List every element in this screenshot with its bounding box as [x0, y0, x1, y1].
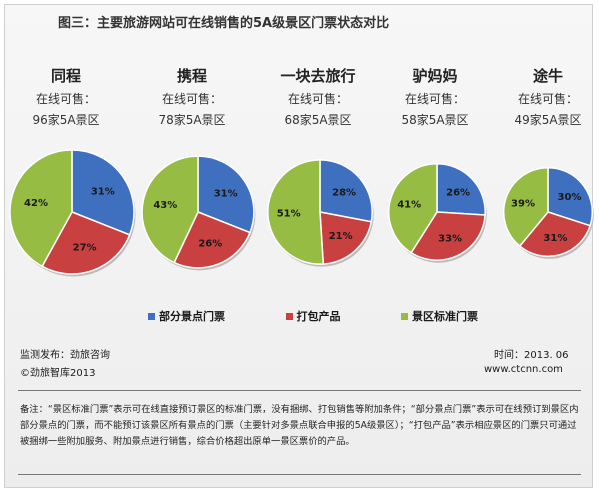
pie-label-4-2: 39%	[511, 199, 535, 210]
pie-count-3: 58家5A景区	[401, 112, 468, 127]
legend-swatch-package	[285, 312, 293, 320]
pie-title-4: 途牛	[533, 67, 563, 85]
pie-slice-3-2	[388, 163, 438, 254]
pie-subtitle-1: 在线可售：	[162, 91, 222, 106]
chart-title: 图三：主要旅游网站可在线销售的5A级景区门票状态对比	[58, 16, 390, 31]
pie-count-4: 49家5A景区	[514, 112, 581, 127]
pie-slice-4-0	[547, 166, 594, 227]
publish-time: 时间：2013. 06	[494, 350, 569, 361]
legend-item-standard: 景区标准门票	[401, 308, 478, 324]
divider-top	[18, 390, 581, 391]
pie-count-0: 96家5A景区	[32, 112, 99, 127]
legend-swatch-partial	[148, 312, 155, 320]
pie-slice-2-0	[319, 159, 373, 223]
site-url: www.ctcnn.com	[484, 364, 563, 375]
pie-label-2-0: 28%	[332, 188, 356, 199]
legend-label-partial: 部分景点门票	[159, 310, 225, 323]
legend-item-package: 打包产品	[285, 308, 341, 324]
legend-item-partial: 部分景点门票	[148, 308, 225, 324]
pie-label-3-2: 41%	[397, 199, 421, 210]
pie-slice-2-2	[267, 159, 325, 265]
legend-swatch-standard	[401, 312, 408, 320]
pie-label-2-2: 51%	[277, 209, 301, 220]
note-text: 备注：“景区标准门票”表示可在线直接预订景区的标准门票，没有捆绑、打包销售等附加…	[20, 404, 579, 447]
pie-subtitle-0: 在线可售：	[36, 91, 96, 106]
pie-label-4-0: 30%	[558, 192, 582, 203]
pie-label-1-0: 31%	[214, 189, 238, 200]
pie-subtitle-2: 在线可售：	[288, 91, 348, 106]
pie-label-0-2: 42%	[24, 198, 48, 209]
pie-label-2-1: 21%	[329, 231, 353, 242]
pie-slice-4-1	[518, 211, 592, 258]
pie-slice-2-1	[319, 211, 373, 265]
pie-label-3-1: 33%	[438, 233, 462, 244]
pie-slice-3-0	[436, 163, 486, 216]
pie-slice-1-1	[173, 211, 251, 269]
pie-label-0-0: 31%	[91, 187, 115, 198]
pie-slice-1-2	[141, 155, 199, 264]
monitor-source: 监测发布：劲旅咨询	[20, 350, 110, 361]
pie-label-4-1: 31%	[543, 233, 567, 244]
note: 备注：“景区标准门票”表示可在线直接预订景区的标准门票，没有捆绑、打包销售等附加…	[20, 402, 580, 450]
pie-title-1: 携程	[177, 67, 207, 85]
pie-count-2: 68家5A景区	[284, 112, 351, 127]
pie-label-3-0: 26%	[446, 188, 470, 199]
pie-slice-1-0	[197, 155, 255, 234]
pie-count-1: 78家5A景区	[158, 112, 225, 127]
pie-label-1-1: 26%	[198, 239, 222, 250]
pie-title-3: 驴妈妈	[412, 67, 457, 85]
copyright: ©劲旅智库2013	[20, 368, 96, 379]
legend-label-package: 打包产品	[296, 310, 341, 323]
pie-label-1-2: 43%	[153, 200, 177, 211]
pie-subtitle-4: 在线可售：	[518, 91, 578, 106]
pie-title-2: 一块去旅行	[280, 67, 355, 85]
divider-bottom	[18, 474, 581, 475]
legend-label-standard: 景区标准门票	[412, 310, 478, 323]
pie-title-0: 同程	[51, 67, 81, 85]
pie-subtitle-3: 在线可售：	[405, 91, 465, 106]
legend: 部分景点门票 打包产品 景区标准门票	[148, 308, 478, 324]
pie-slice-0-0	[71, 149, 135, 236]
pie-label-0-1: 27%	[73, 243, 97, 254]
pie-slice-4-2	[502, 166, 549, 248]
pie-slice-0-2	[9, 149, 73, 268]
